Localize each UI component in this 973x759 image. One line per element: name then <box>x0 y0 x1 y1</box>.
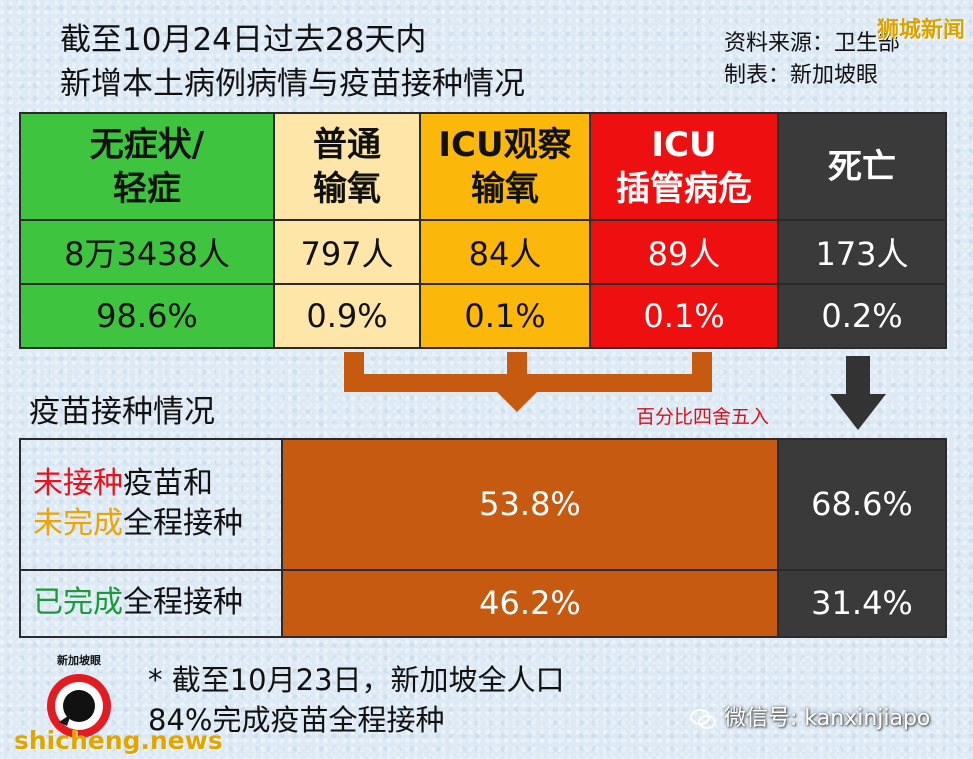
count-death: 173人 <box>777 219 947 285</box>
label-unvaccinated-part-4: 全程接种 <box>123 506 243 542</box>
vaccination-row-unvaccinated: 未接种疫苗和 未完成全程接种 53.8% 68.6% <box>19 438 947 571</box>
severity-percent-row: 98.6% 0.9% 0.1% 0.1% 0.2% <box>19 283 947 349</box>
header-oxygen-line1: 普通 <box>313 124 381 165</box>
count-oxygen: 797人 <box>273 219 421 285</box>
header-icu-observation-line1: ICU观察 <box>438 124 572 165</box>
vaccination-row-vaccinated: 已完成全程接种 46.2% 31.4% <box>19 568 947 639</box>
percent-oxygen: 0.9% <box>273 283 421 349</box>
meta-info: 资料来源：卫生部 制表：新加坡眼 <box>724 28 900 92</box>
watermark-top: 狮城新闻 <box>876 18 965 43</box>
header-oxygen: 普通 输氧 <box>273 112 421 221</box>
label-unvaccinated-line1: 未接种疫苗和 <box>33 464 281 504</box>
header-icu-critical-line2: 插管病危 <box>616 168 752 209</box>
label-unvaccinated: 未接种疫苗和 未完成全程接种 <box>19 438 283 571</box>
header-icu-critical-line1: ICU <box>651 124 717 165</box>
label-unvaccinated-part-1: 未接种 <box>33 466 123 502</box>
title-line-1: 截至10月24日过去28天内 <box>60 22 427 58</box>
severe-unvaccinated-value: 53.8% <box>281 438 779 571</box>
count-mild: 8万3438人 <box>19 219 275 285</box>
severe-vaccinated-value: 46.2% <box>281 568 779 639</box>
death-unvaccinated-value: 68.6% <box>777 438 947 571</box>
count-icu-critical: 89人 <box>589 219 779 285</box>
severity-header-row: 无症状/ 轻症 普通 输氧 ICU观察 输氧 ICU 插管病危 死亡 <box>19 112 947 221</box>
count-icu-observation: 84人 <box>419 219 591 285</box>
dark-down-arrow-icon <box>830 356 886 430</box>
orange-bracket-arrow-icon <box>344 352 712 412</box>
percent-icu-critical: 0.1% <box>589 283 779 349</box>
vaccination-section-title: 疫苗接种情况 <box>29 394 215 430</box>
header-mild-line1: 无症状/ <box>89 124 205 165</box>
header-mild-line2: 轻症 <box>113 168 181 209</box>
header-oxygen-line2: 输氧 <box>313 168 381 209</box>
footnote-line-2: 84%完成疫苗全程接种 <box>148 703 445 737</box>
wechat-id: 微信号: kanxinjiapo <box>690 700 930 732</box>
header-icu-critical: ICU 插管病危 <box>589 112 779 221</box>
label-unvaccinated-line2: 未完成全程接种 <box>33 504 281 544</box>
percent-mild: 98.6% <box>19 283 275 349</box>
watermark-bottom: shicheng.news <box>14 726 223 755</box>
label-unvaccinated-part-3: 未完成 <box>33 506 123 542</box>
header-death: 死亡 <box>777 112 947 221</box>
severity-count-row: 8万3438人 797人 84人 89人 173人 <box>19 219 947 285</box>
logo-text: 新加坡眼 <box>57 654 101 667</box>
brand-logo: 新加坡眼 <box>37 652 121 742</box>
severity-table: 无症状/ 轻症 普通 输氧 ICU观察 输氧 ICU 插管病危 死亡 8万343… <box>19 112 947 349</box>
source-text: 资料来源：卫生部 <box>724 31 901 56</box>
footnote-line-1: * 截至10月23日，新加坡全人口 <box>148 663 565 697</box>
footnote: * 截至10月23日，新加坡全人口 84%完成疫苗全程接种 <box>148 660 565 740</box>
eye-logo-icon <box>47 674 111 738</box>
wechat-icon <box>690 709 716 729</box>
label-vaccinated-part-2: 全程接种 <box>123 585 243 621</box>
title-line-2: 新增本土病例病情与疫苗接种情况 <box>60 66 525 102</box>
wechat-text: 微信号: kanxinjiapo <box>724 706 931 731</box>
label-vaccinated: 已完成全程接种 <box>19 568 283 639</box>
header-icu-observation: ICU观察 输氧 <box>419 112 591 221</box>
death-vaccinated-value: 31.4% <box>777 568 947 639</box>
vaccination-table: 未接种疫苗和 未完成全程接种 53.8% 68.6% 已完成全程接种 46.2%… <box>19 438 947 639</box>
header-icu-observation-line2: 输氧 <box>471 168 539 209</box>
percent-death: 0.2% <box>777 283 947 349</box>
header-death-line1: 死亡 <box>828 146 896 187</box>
percent-icu-observation: 0.1% <box>419 283 591 349</box>
rounding-note: 百分比四舍五入 <box>636 406 770 428</box>
label-vaccinated-part-1: 已完成 <box>33 585 123 621</box>
header-mild: 无症状/ 轻症 <box>19 112 275 221</box>
page-title: 截至10月24日过去28天内 新增本土病例病情与疫苗接种情况 <box>60 18 525 106</box>
label-unvaccinated-part-2: 疫苗和 <box>123 466 213 502</box>
made-by-text: 制表：新加坡眼 <box>724 63 879 88</box>
